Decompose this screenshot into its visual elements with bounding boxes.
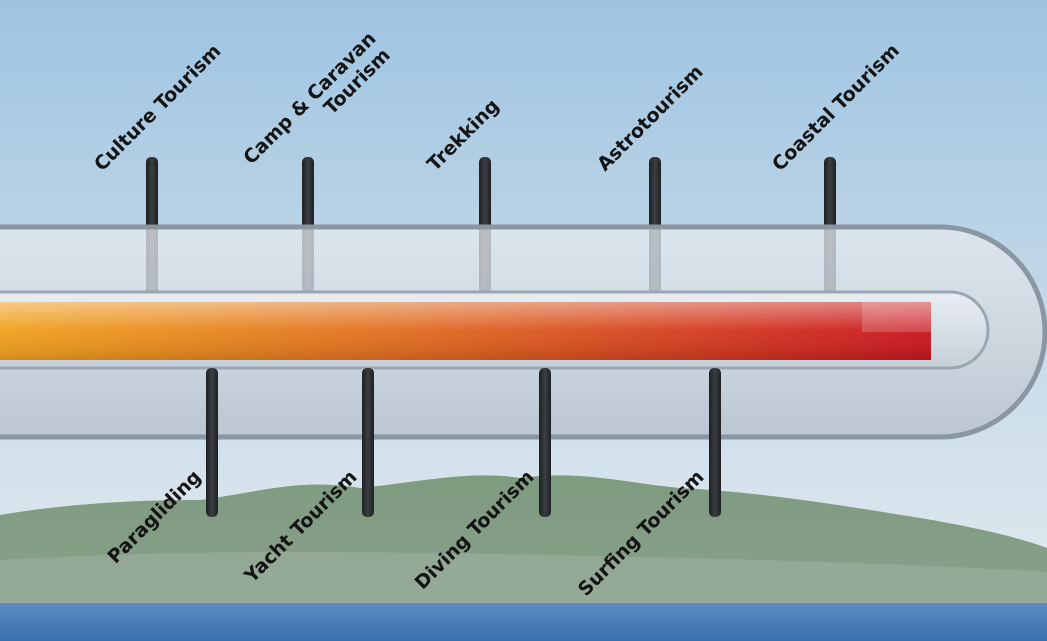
mountain-haze <box>0 552 1047 605</box>
marker-line-yacht-tourism <box>362 368 374 517</box>
thermometer-tube <box>0 224 1047 440</box>
temperature-fill-highlight <box>0 302 931 360</box>
marker-line-paragliding <box>206 368 218 517</box>
temperature-fill-tip <box>862 302 931 332</box>
marker-line-surfing-tourism <box>709 368 721 517</box>
marker-line-diving-tourism <box>539 368 551 517</box>
sea <box>0 603 1047 641</box>
